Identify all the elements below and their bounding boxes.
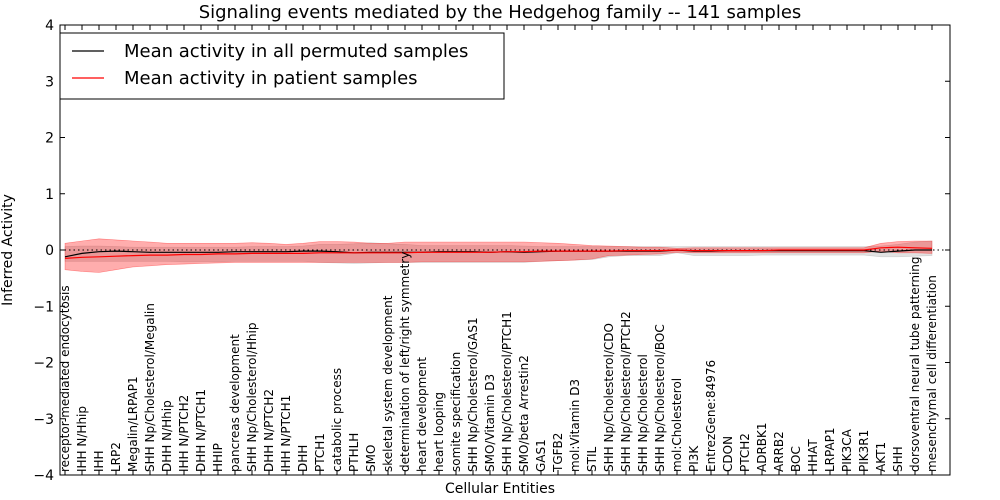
x-category-label: mol:Vitamin D3 xyxy=(568,379,582,472)
x-category-label: IHH N/PTCH1 xyxy=(279,395,293,472)
x-category-label: EntrezGene:84976 xyxy=(704,360,718,472)
x-category-label: heart development xyxy=(415,357,429,472)
x-category-label: PTHLH xyxy=(347,433,361,472)
legend-label-permuted: Mean activity in all permuted samples xyxy=(124,41,468,62)
y-tick-label: −1 xyxy=(33,299,54,315)
x-category-label: somite specification xyxy=(449,352,463,472)
y-tick-label: −4 xyxy=(33,468,54,484)
x-category-label: PIK3R1 xyxy=(857,430,871,472)
x-category-label: IHH N/PTCH2 xyxy=(177,395,191,472)
x-category-label: LRPAP1 xyxy=(823,427,837,472)
x-category-label: ARRB2 xyxy=(772,431,786,472)
confidence-bands xyxy=(64,238,933,273)
x-category-label: SHH xyxy=(891,446,905,472)
y-tick-label: 2 xyxy=(45,131,54,147)
x-category-label: LRP2 xyxy=(109,442,123,472)
band-patient xyxy=(64,238,933,273)
x-category-label: IHH N/Hhip xyxy=(75,406,89,472)
x-category-label: determination of left/right symmetry xyxy=(398,252,412,472)
x-category-label: STIL xyxy=(585,447,599,472)
x-category-label: GAS1 xyxy=(534,439,548,472)
y-tick-label: −2 xyxy=(33,356,54,372)
y-axis-label: Inferred Activity xyxy=(0,194,16,306)
x-category-label: DHH N/PTCH1 xyxy=(194,389,208,472)
x-category-label: DHH N/Hhip xyxy=(160,400,174,472)
x-category-label: CDON xyxy=(721,436,735,472)
x-category-label: PTCH2 xyxy=(738,433,752,472)
x-category-label: DHH N/PTCH2 xyxy=(262,389,276,472)
x-category-label: SMO xyxy=(364,445,378,472)
x-category-label: pancreas development xyxy=(228,334,242,472)
x-category-label: dorsoventral neural tube patterning xyxy=(908,256,922,472)
x-category-label: SMO/Vitamin D3 xyxy=(483,374,497,472)
x-category-label: IHH xyxy=(92,450,106,472)
y-tick-label: 3 xyxy=(45,74,54,90)
y-tick-label: −3 xyxy=(33,412,54,428)
legend-label-patient: Mean activity in patient samples xyxy=(124,68,418,89)
x-category-label: DHH xyxy=(296,445,310,472)
x-category-label: heart looping xyxy=(432,392,446,472)
x-category-label: SHH Np/Cholesterol/Hhip xyxy=(245,323,259,472)
y-tick-label: 1 xyxy=(45,187,54,203)
x-category-label: BOC xyxy=(789,446,803,472)
x-category-label: skeletal system development xyxy=(381,295,395,472)
x-category-label: SMO/beta Arrestin2 xyxy=(517,355,531,472)
y-tick-label: 0 xyxy=(45,243,54,259)
y-axis: −4 −3 −2 −1 0 1 2 3 4 xyxy=(33,18,950,484)
series-lines xyxy=(64,246,933,259)
x-category-label: SHH Np/Cholesterol xyxy=(636,354,650,472)
line-patient xyxy=(64,246,933,259)
x-category-label: ADRBK1 xyxy=(755,422,769,472)
x-category-label: Megalin/LRPAP1 xyxy=(126,376,140,472)
x-category-label: SHH Np/Cholesterol/BOC xyxy=(653,324,667,472)
x-category-label: PI3K xyxy=(687,445,701,472)
x-category-label: AKT1 xyxy=(874,442,888,472)
x-category-label: receptor-mediated endocytosis xyxy=(58,285,72,472)
x-category-label: PTCH1 xyxy=(313,433,327,472)
x-category-label: mol:Cholesterol xyxy=(670,378,684,472)
x-axis-category-labels: receptor-mediated endocytosis IHH N/Hhip I… xyxy=(58,252,939,473)
x-category-label: HHAT xyxy=(806,439,820,472)
x-category-label: catabolic process xyxy=(330,368,344,472)
x-category-label: SHH Np/Cholesterol/CDO xyxy=(602,323,616,472)
x-category-label: SHH Np/Cholesterol/Megalin xyxy=(143,303,157,472)
y-tick-label: 4 xyxy=(45,18,54,34)
x-category-label: SHH Np/Cholesterol/PTCH1 xyxy=(500,311,514,472)
chart-title: Signaling events mediated by the Hedgeho… xyxy=(199,2,802,23)
x-category-label: TGFB2 xyxy=(551,433,565,473)
x-category-label: SHH Np/Cholesterol/GAS1 xyxy=(466,317,480,472)
x-category-label: HHIP xyxy=(211,443,225,472)
x-category-label: SHH Np/Cholesterol/PTCH2 xyxy=(619,311,633,472)
x-category-label: PIK3CA xyxy=(840,428,854,472)
x-axis-ticks xyxy=(64,25,933,475)
legend-box xyxy=(59,32,505,100)
x-axis-label: Cellular Entities xyxy=(445,481,555,497)
x-category-label: mesenchymal cell differentiation xyxy=(925,275,939,472)
legend[interactable]: Mean activity in all permuted samples Me… xyxy=(59,32,505,100)
